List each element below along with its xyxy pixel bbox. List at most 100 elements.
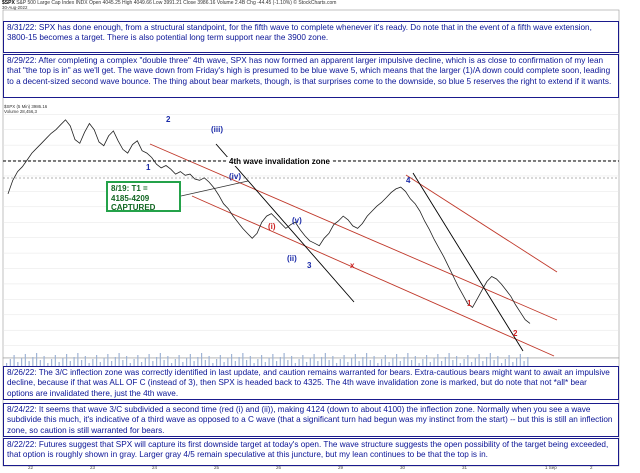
volume-bar (302, 355, 304, 366)
volume-bar (497, 356, 499, 366)
grid-lines (3, 114, 619, 346)
channel-line-upper (149, 143, 558, 321)
volume-bar (231, 354, 233, 366)
note-0822: 8/22/22: Futures suggest that SPX will c… (3, 438, 619, 466)
volume-bar (133, 359, 135, 366)
volume-bar (279, 357, 281, 366)
volume-bar (32, 357, 34, 366)
note-0824: 8/24/22: It seems that wave 3/C subdivid… (3, 403, 619, 437)
invalidation-zone-label: 4th wave invalidation zone (227, 157, 332, 166)
volume-bar (118, 353, 120, 366)
volume-bar (373, 356, 375, 366)
volume-bar (309, 358, 311, 366)
x-tick-label: 26 (276, 465, 282, 470)
watermark: © StockCharts.com (293, 0, 337, 6)
x-tick-label: 31 (462, 465, 468, 470)
captured-box: 8/19: T1 = 4185-4209 CAPTURED (106, 181, 181, 212)
volume-bar (489, 353, 491, 366)
volume-bar (182, 362, 184, 366)
volume-bar (152, 361, 154, 366)
volume-bar (39, 360, 41, 366)
volume-bar (396, 354, 398, 366)
volume-bar (444, 357, 446, 366)
wave-label: 1 (146, 163, 151, 172)
volume-bar (324, 353, 326, 366)
volume-bar (321, 357, 323, 366)
volume-bar (96, 355, 98, 366)
volume-bar (103, 358, 105, 366)
x-tick-label: 22 (28, 465, 34, 470)
volume-bar (519, 354, 521, 366)
volume-bar (148, 354, 150, 366)
volume-bar (388, 362, 390, 366)
volume-bar (501, 363, 503, 366)
volume-bar (51, 359, 53, 366)
volume-bar (246, 360, 248, 366)
volume-bar (422, 359, 424, 366)
volume-bar (24, 354, 26, 366)
volume-bar (351, 358, 353, 366)
volume-bar (92, 359, 94, 366)
volume-bar (272, 354, 274, 366)
volume-bar (13, 355, 15, 366)
captured-line-3: CAPTURED (111, 203, 156, 212)
volume-bar (448, 353, 450, 366)
price-line (7, 119, 531, 324)
volume-bar (354, 354, 356, 366)
volume-bar (467, 355, 469, 366)
wave-label: (iii) (211, 125, 223, 134)
x-tick-label: 24 (152, 465, 158, 470)
volume-bar (306, 362, 308, 366)
volume-bar (73, 357, 75, 366)
volume-bar (291, 356, 293, 366)
x-tick-label: 1 Sep (545, 465, 557, 470)
volume-bar (36, 353, 38, 366)
volume-bar (28, 361, 30, 366)
volume-bars (6, 353, 529, 366)
volume-bar (201, 353, 203, 366)
volume-bar (193, 361, 195, 366)
wave-label: x (350, 261, 355, 270)
volume-bar (463, 359, 465, 366)
volume-bar (377, 363, 379, 366)
volume-bar (268, 358, 270, 366)
wave-labels: 1 2 (iii) (iv) (i) (ii) 3 (v) x 4 1 2 (146, 115, 518, 338)
chart-header: $SPX S&P 500 Large Cap Index INDX Open 4… (2, 0, 336, 6)
channel-line-lower (191, 195, 555, 357)
quote-line: Open 4045.25 High 4049.66 Low 3991.21 Cl… (88, 0, 292, 6)
volume-bar (384, 355, 386, 366)
volume-bar (99, 362, 101, 366)
volume-bar (174, 359, 176, 366)
volume-bar (433, 358, 435, 366)
volume-bar (219, 355, 221, 366)
chart-date: 30-Aug-2022 (2, 5, 28, 10)
volume-bar (212, 363, 214, 366)
volume-bar (276, 361, 278, 366)
volume-bar (474, 358, 476, 366)
volume-bar (62, 358, 64, 366)
volume-bar (204, 360, 206, 366)
legend-volume: Volume 28,456,3 (4, 109, 37, 114)
volume-bar (197, 357, 199, 366)
volume-bar (516, 358, 518, 366)
volume-bar (512, 362, 514, 366)
volume-bar (399, 361, 401, 366)
trendline-left (215, 143, 355, 303)
exchange: INDX (75, 0, 88, 6)
volume-bar (287, 360, 289, 366)
x-tick-label: 23 (90, 465, 96, 470)
x-tick-label: 2 (590, 465, 593, 470)
volume-bar (242, 353, 244, 366)
volume-bar (58, 362, 60, 366)
volume-bar (283, 353, 285, 366)
x-tick-label: 25 (214, 465, 220, 470)
channel-line-recent (405, 174, 558, 273)
volume-bar (414, 356, 416, 366)
wave-label: (iv) (229, 172, 241, 181)
volume-bar (54, 355, 56, 366)
wave-label: 4 (406, 176, 411, 185)
volume-bar (107, 354, 109, 366)
volume-bar (456, 356, 458, 366)
volume-bar (141, 362, 143, 366)
volume-bar (66, 354, 68, 366)
